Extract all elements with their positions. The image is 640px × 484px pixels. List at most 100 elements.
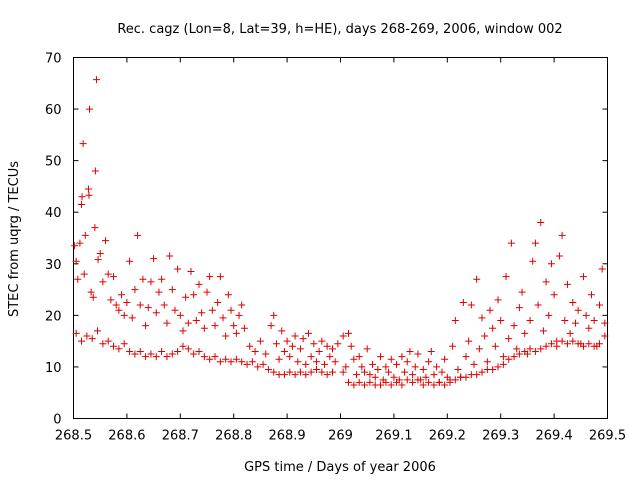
- data-point: [328, 345, 336, 353]
- data-point: [510, 322, 518, 330]
- data-point: [582, 311, 590, 319]
- data-point: [115, 345, 123, 353]
- data-point: [547, 340, 555, 348]
- data-point: [78, 337, 86, 345]
- data-point: [264, 366, 272, 374]
- data-point: [294, 358, 302, 366]
- data-point: [92, 76, 100, 84]
- data-point: [85, 191, 93, 199]
- y-axis-ticks: 0 10 20 30 40 50 60 70: [45, 52, 608, 428]
- data-point: [595, 340, 603, 348]
- x-tick-label: 268.7: [162, 429, 199, 444]
- plot-frame: [73, 57, 608, 419]
- data-point: [203, 288, 211, 296]
- x-tick-label: 269.3: [482, 429, 519, 444]
- data-point: [318, 337, 326, 345]
- data-point: [569, 337, 577, 345]
- data-point: [227, 306, 235, 314]
- y-tick-label: 50: [45, 155, 62, 170]
- data-point: [377, 381, 385, 389]
- data-point: [353, 371, 361, 379]
- y-tick-label: 60: [45, 103, 62, 118]
- data-point: [187, 268, 195, 276]
- data-point: [505, 335, 513, 343]
- data-point: [206, 273, 214, 281]
- data-point: [78, 193, 86, 201]
- data-point: [561, 317, 569, 325]
- data-point: [302, 371, 310, 379]
- data-point: [451, 317, 459, 325]
- data-point: [256, 337, 264, 345]
- data-point: [345, 378, 353, 386]
- x-tick-label: 269: [328, 429, 353, 444]
- data-point: [526, 317, 534, 325]
- data-point: [473, 275, 481, 283]
- data-point: [76, 239, 84, 247]
- data-point: [489, 324, 497, 332]
- data-point: [246, 342, 254, 350]
- data-point: [435, 378, 443, 386]
- x-axis-ticks: 268.5 268.6 268.7 268.8 268.9 269 269.1 269.2 26…: [55, 57, 626, 444]
- data-point: [166, 252, 174, 260]
- data-point: [534, 301, 542, 309]
- data-point: [115, 306, 123, 314]
- data-point: [211, 322, 219, 330]
- data-point: [179, 342, 187, 350]
- data-point: [467, 301, 475, 309]
- x-tick-label: 268.6: [108, 429, 145, 444]
- data-points: [71, 76, 609, 389]
- data-point: [71, 242, 79, 250]
- data-point: [150, 255, 158, 263]
- data-point: [545, 311, 553, 319]
- data-point: [299, 335, 307, 343]
- data-point: [280, 371, 288, 379]
- x-tick-label: 268.5: [55, 429, 92, 444]
- data-point: [179, 327, 187, 335]
- data-point: [112, 301, 120, 309]
- x-tick-label: 268.8: [215, 429, 252, 444]
- data-point: [126, 347, 134, 355]
- data-point: [144, 304, 152, 312]
- data-point: [350, 381, 358, 389]
- x-tick-label: 269.1: [375, 429, 412, 444]
- data-point: [283, 337, 291, 345]
- data-point: [505, 355, 513, 363]
- data-point: [328, 368, 336, 376]
- data-point: [393, 378, 401, 386]
- data-point: [499, 353, 507, 361]
- data-point: [571, 319, 579, 327]
- data-point: [195, 280, 203, 288]
- data-point: [430, 381, 438, 389]
- data-point: [104, 337, 112, 345]
- data-point: [387, 355, 395, 363]
- data-point: [320, 360, 328, 368]
- data-point: [598, 265, 606, 273]
- data-point: [171, 306, 179, 314]
- data-point: [147, 350, 155, 358]
- data-point: [398, 353, 406, 361]
- data-point: [406, 347, 414, 355]
- data-point: [430, 371, 438, 379]
- data-point: [81, 231, 89, 239]
- data-point: [414, 376, 422, 384]
- data-point: [558, 337, 566, 345]
- data-point: [358, 363, 366, 371]
- data-point: [235, 311, 243, 319]
- data-point: [84, 185, 92, 193]
- data-point: [526, 345, 534, 353]
- data-point: [272, 340, 280, 348]
- data-point: [270, 368, 278, 376]
- data-point: [390, 373, 398, 381]
- data-point: [475, 345, 483, 353]
- data-point: [131, 286, 139, 294]
- data-point: [147, 278, 155, 286]
- data-point: [312, 358, 320, 366]
- data-point: [78, 200, 86, 208]
- data-point: [80, 270, 88, 278]
- data-point: [120, 340, 128, 348]
- data-point: [158, 275, 166, 283]
- data-point: [563, 340, 571, 348]
- y-tick-label: 40: [45, 206, 62, 221]
- data-point: [83, 332, 91, 340]
